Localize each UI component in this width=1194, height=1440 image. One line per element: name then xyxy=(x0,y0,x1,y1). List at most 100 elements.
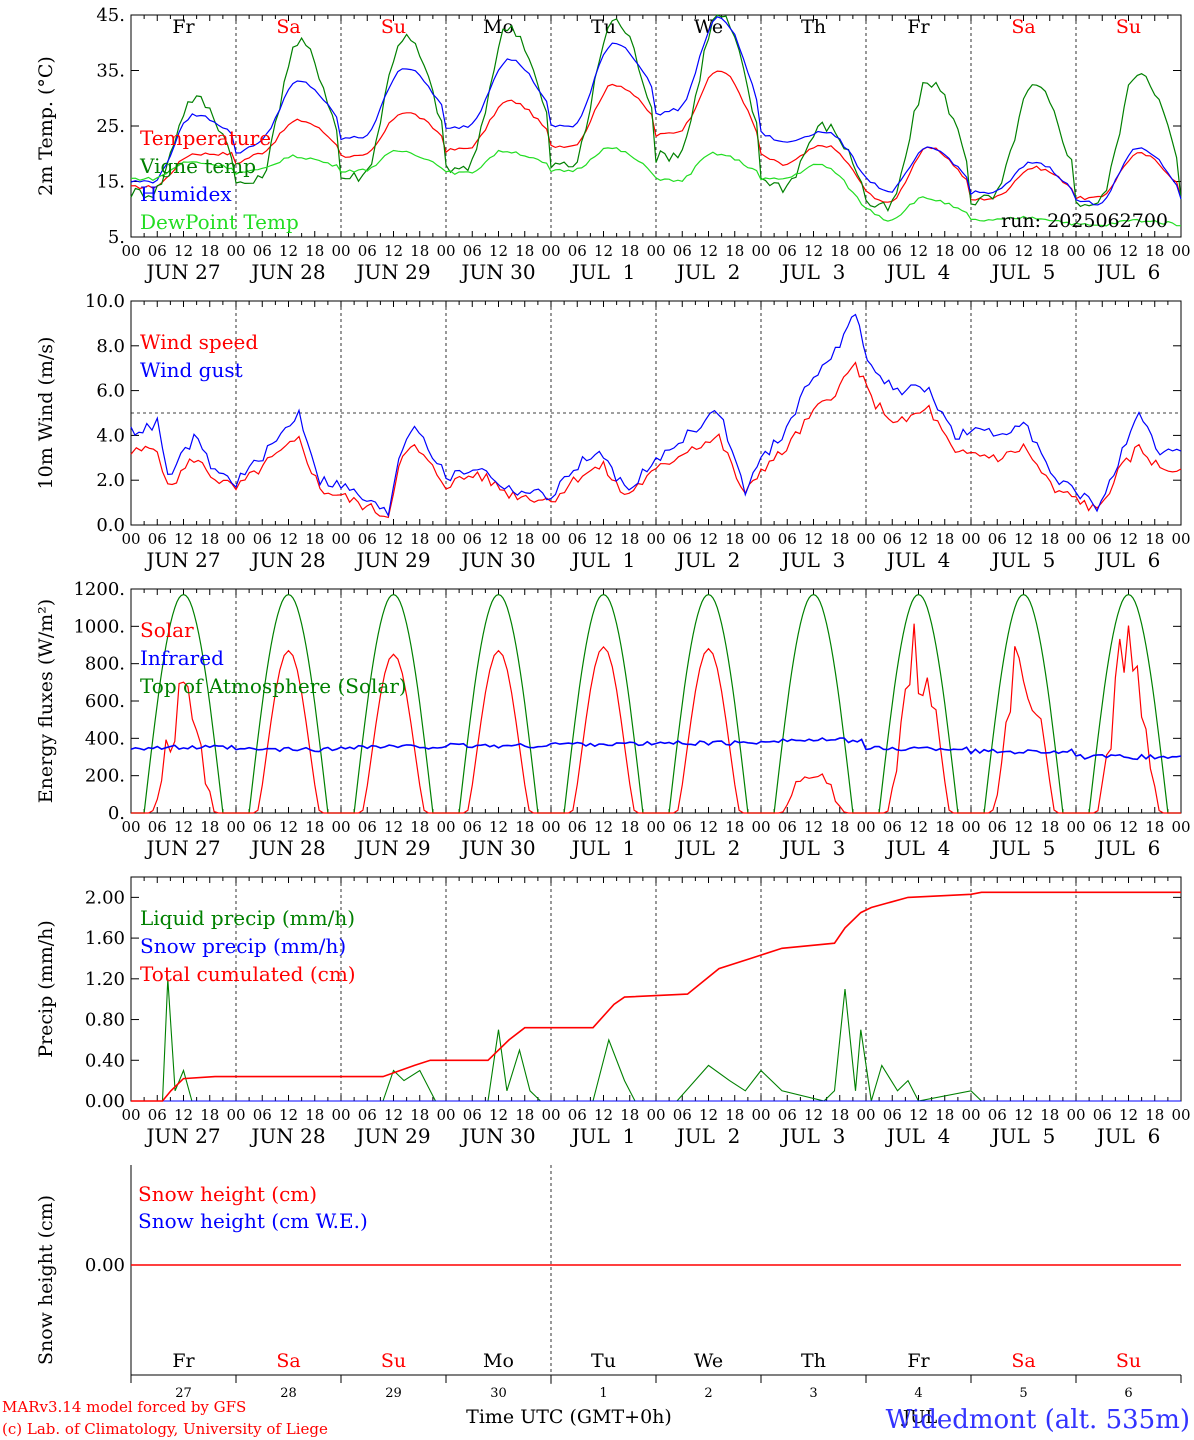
day-number-label: 28 xyxy=(280,1386,297,1401)
hour-label: 18 xyxy=(515,1106,534,1124)
hour-label: 00 xyxy=(646,242,665,260)
y-tick-label: 0.40 xyxy=(85,1050,125,1071)
weekday-label: Sa xyxy=(1011,1350,1035,1372)
hour-label: 18 xyxy=(620,818,639,836)
y-tick-label: 0.00 xyxy=(85,1091,125,1112)
hour-label: 06 xyxy=(778,530,797,548)
hour-label: 00 xyxy=(436,818,455,836)
hour-label: 12 xyxy=(384,818,403,836)
date-label: JUN 30 xyxy=(459,1124,535,1148)
hour-label: 06 xyxy=(988,530,1007,548)
hour-label: 12 xyxy=(1014,1106,1033,1124)
day-number-label: 5 xyxy=(1019,1386,1027,1401)
date-label: JUN 28 xyxy=(249,548,325,572)
energy-flux-panel: 0. 200. 400. 600. 800. 1000. 1200. Energy fluxe… xyxy=(35,579,1191,860)
series-line-vigne-temp xyxy=(130,14,1182,212)
hour-label: 06 xyxy=(148,530,167,548)
date-label: JUL 1 xyxy=(570,260,636,284)
date-label: JUL 2 xyxy=(675,1124,741,1148)
day-number-label: 30 xyxy=(490,1386,507,1401)
hour-label: 00 xyxy=(1171,242,1190,260)
series-line-humidex xyxy=(130,16,1182,206)
hour-label: 12 xyxy=(699,530,718,548)
hour-label: 12 xyxy=(1119,530,1138,548)
hour-label: 18 xyxy=(515,818,534,836)
hour-label: 06 xyxy=(1093,530,1112,548)
hour-label: 06 xyxy=(988,242,1007,260)
y-tick-label: 800. xyxy=(85,654,125,675)
hour-label: 18 xyxy=(305,530,324,548)
hour-label: 12 xyxy=(279,818,298,836)
run-label: run: 2025062700 xyxy=(1001,210,1168,232)
weekday-label: Su xyxy=(1116,16,1141,38)
location-label: Widedmont (alt. 535m) xyxy=(886,1405,1190,1435)
date-label: JUL 3 xyxy=(780,1124,846,1148)
hour-label: 12 xyxy=(1014,530,1033,548)
hour-label: 12 xyxy=(909,530,928,548)
date-label: JUN 29 xyxy=(354,260,430,284)
date-label: JUL 1 xyxy=(570,836,636,860)
hour-label: 06 xyxy=(883,242,902,260)
y-tick-label: 10.0 xyxy=(85,291,125,312)
date-label: JUL 4 xyxy=(885,548,951,572)
hour-label: 00 xyxy=(541,818,560,836)
model-credit-line-1: MARv3.14 model forced by GFS xyxy=(2,1398,246,1416)
hour-label: 00 xyxy=(961,1106,980,1124)
hour-label: 18 xyxy=(1040,242,1059,260)
hour-label: 12 xyxy=(174,1106,193,1124)
y-tick-label: 35. xyxy=(96,61,125,82)
date-label: JUL 1 xyxy=(570,548,636,572)
legend-entry: DewPoint Temp xyxy=(140,210,299,234)
hour-label: 18 xyxy=(935,530,954,548)
hour-label: 18 xyxy=(410,530,429,548)
y-axis-label: Snow height (cm) xyxy=(35,1195,57,1365)
weekday-label: Th xyxy=(801,16,826,38)
date-label: JUL 4 xyxy=(885,836,951,860)
hour-label: 06 xyxy=(253,242,272,260)
hour-label: 12 xyxy=(174,818,193,836)
hour-label: 00 xyxy=(226,530,245,548)
hour-label: 06 xyxy=(568,818,587,836)
hour-label: 12 xyxy=(1119,818,1138,836)
hour-label: 12 xyxy=(699,818,718,836)
day-number-label: 6 xyxy=(1124,1386,1132,1401)
y-tick-label: 5. xyxy=(108,227,125,248)
hour-label: 06 xyxy=(568,242,587,260)
date-label: JUN 27 xyxy=(144,260,220,284)
hour-label: 06 xyxy=(358,242,377,260)
series-line-dewpoint-temp xyxy=(130,147,1181,227)
hour-label: 00 xyxy=(961,818,980,836)
hour-label: 12 xyxy=(384,1106,403,1124)
hour-label: 18 xyxy=(410,818,429,836)
y-tick-label: 0.0 xyxy=(96,515,125,536)
hour-label: 18 xyxy=(410,242,429,260)
legend-entry: Top of Atmosphere (Solar) xyxy=(140,674,407,698)
legend-entry: Snow precip (mm/h) xyxy=(140,934,346,958)
date-label: JUN 29 xyxy=(354,548,430,572)
date-label: JUL 5 xyxy=(990,548,1056,572)
hour-label: 00 xyxy=(1171,530,1190,548)
hour-label: 06 xyxy=(673,242,692,260)
hour-label: 18 xyxy=(200,530,219,548)
hour-label: 18 xyxy=(305,242,324,260)
hour-label: 00 xyxy=(436,530,455,548)
date-label: JUL 3 xyxy=(780,548,846,572)
date-label: JUL 4 xyxy=(885,260,951,284)
y-tick-label: 0.80 xyxy=(85,1010,125,1031)
hour-label: 00 xyxy=(226,818,245,836)
hour-label: 12 xyxy=(489,818,508,836)
legend-entry: Infrared xyxy=(140,646,224,670)
y-tick-label: 0.00 xyxy=(85,1255,125,1276)
hour-label: 00 xyxy=(331,242,350,260)
hour-label: 06 xyxy=(253,530,272,548)
hour-label: 06 xyxy=(673,1106,692,1124)
date-label: JUL 1 xyxy=(570,1124,636,1148)
hour-label: 06 xyxy=(253,1106,272,1124)
y-axis-label: Precip (mm/h) xyxy=(35,920,57,1058)
hour-label: 18 xyxy=(305,818,324,836)
hour-label: 18 xyxy=(1145,818,1164,836)
date-label: JUN 28 xyxy=(249,836,325,860)
day-number-label: 4 xyxy=(914,1386,922,1401)
series-line-temperature xyxy=(130,70,1182,203)
hour-label: 12 xyxy=(804,818,823,836)
